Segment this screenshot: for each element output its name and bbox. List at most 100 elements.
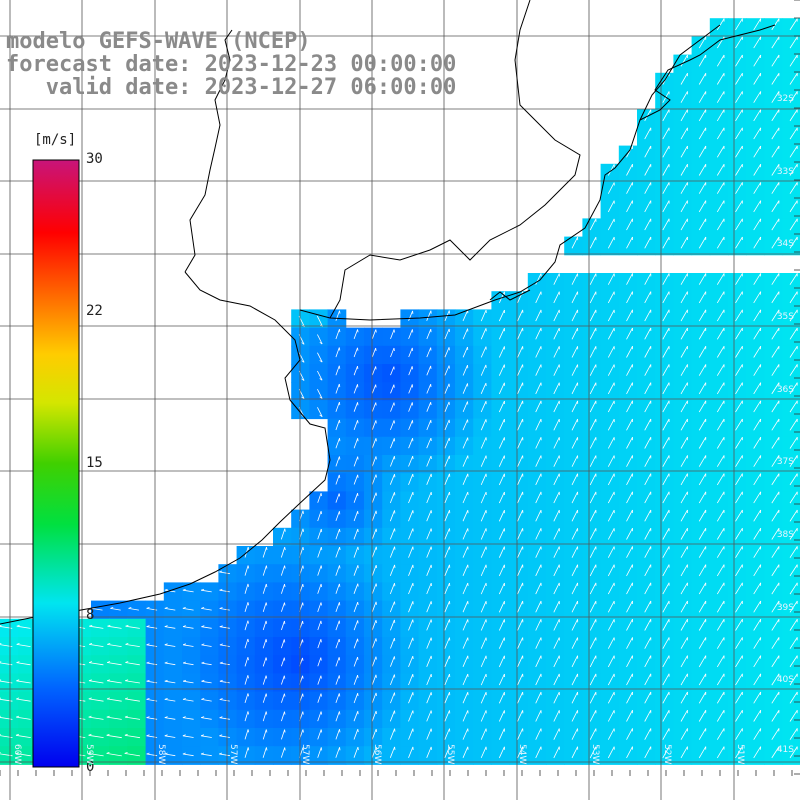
wind-arrow (281, 620, 285, 631)
wind-arrow (408, 710, 414, 722)
wind-arrow (607, 710, 615, 722)
wind-arrow-head (0, 752, 1, 754)
wind-arrow (789, 746, 798, 759)
wind-arrow (626, 164, 633, 176)
wind-arrow (426, 619, 432, 631)
wind-arrow (335, 438, 340, 449)
wind-arrow (789, 418, 798, 431)
wind-arrow (371, 564, 377, 576)
wind-arrow (716, 473, 725, 486)
wind-arrow (390, 456, 395, 467)
coastline-uruguay (299, 24, 721, 321)
wind-arrow (480, 401, 487, 413)
wind-arrow (662, 145, 670, 158)
wind-arrow (753, 345, 762, 358)
wind-arrow (371, 474, 377, 485)
wind-arrow (644, 546, 652, 558)
wind-arrow-head (357, 638, 359, 642)
wind-arrow-head (200, 752, 205, 755)
wind-arrow-head (182, 607, 186, 609)
lat-label-39s: 39S (776, 603, 794, 613)
wind-arrow (219, 753, 231, 757)
wind-arrow (462, 473, 469, 485)
wind-arrow (426, 746, 432, 758)
wind-arrow (571, 746, 578, 759)
wind-arrow (444, 746, 450, 758)
wind-arrow (680, 218, 688, 231)
wind-arrow (753, 546, 762, 558)
wind-arrow (589, 400, 597, 413)
wind-arrow (517, 455, 524, 467)
wind-arrow (571, 546, 578, 558)
wind-arrow (789, 218, 798, 231)
wind-arrow (535, 746, 542, 759)
wind-arrow (735, 673, 743, 686)
wind-arrow-head (0, 661, 2, 663)
wind-arrow-head (320, 547, 323, 551)
wind-arrow-head (265, 583, 268, 588)
wind-arrow (317, 711, 322, 722)
wind-arrow (125, 662, 140, 666)
wind-arrow (716, 36, 725, 49)
wind-arrow (626, 400, 633, 413)
wind-arrow (589, 673, 597, 686)
wind-arrow-head (15, 733, 20, 736)
wind-arrow (182, 626, 194, 629)
wind-arrow-head (319, 396, 323, 399)
wind-arrow-head (339, 547, 341, 551)
wind-arrow (390, 674, 395, 686)
colorbar-tick-8: 8 (86, 607, 95, 623)
wind-arrow (88, 680, 104, 684)
wind-arrow (335, 401, 340, 412)
wind-arrow (589, 236, 597, 249)
wind-arrow (789, 527, 798, 540)
wind-arrow (626, 437, 633, 449)
wind-arrow (244, 638, 249, 649)
wind-arrow-head (88, 752, 92, 754)
wind-arrow (480, 455, 487, 467)
wind-arrow (498, 673, 505, 686)
wind-arrow (353, 365, 358, 376)
wind-arrow-head (319, 414, 323, 418)
wind-arrow (735, 436, 743, 449)
wind-arrow-head (146, 661, 150, 664)
wind-arrow (517, 673, 524, 686)
wind-arrow (89, 662, 104, 666)
wind-arrow (589, 291, 597, 304)
wind-arrow-head (16, 661, 20, 663)
wind-arrow (753, 309, 762, 322)
wind-arrow (680, 364, 688, 376)
wind-arrow (735, 564, 743, 577)
wind-arrow (244, 747, 249, 758)
wind-arrow-head (320, 493, 322, 497)
lon-label-59w: 59W (84, 744, 94, 765)
wind-arrow (498, 400, 505, 413)
lon-label-54w: 54W (517, 744, 527, 765)
wind-arrow (753, 473, 762, 486)
wind-arrow (716, 236, 725, 249)
wind-arrow-head (219, 698, 223, 700)
wind-arrow (389, 746, 395, 758)
wind-arrow (164, 662, 176, 666)
wind-arrow (444, 455, 450, 467)
wind-arrow (753, 182, 762, 194)
wind-arrow-head (284, 528, 286, 532)
wind-arrow (716, 655, 725, 668)
wind-arrow (571, 273, 578, 285)
wind-arrow-head (283, 639, 286, 643)
wind-arrow-head (106, 697, 110, 700)
wind-arrow (662, 564, 670, 577)
wind-arrow (589, 582, 597, 595)
wind-arrow (571, 473, 578, 486)
wind-arrow (626, 673, 633, 686)
wind-arrow (662, 600, 670, 613)
wind-arrow-head (302, 584, 304, 588)
wind-arrow (607, 728, 615, 740)
wind-arrow (106, 716, 122, 720)
wind-arrow (353, 711, 359, 722)
wind-arrow (753, 400, 762, 413)
wind-arrow (219, 644, 230, 647)
wind-arrow (680, 127, 688, 140)
wind-arrow (16, 644, 31, 647)
